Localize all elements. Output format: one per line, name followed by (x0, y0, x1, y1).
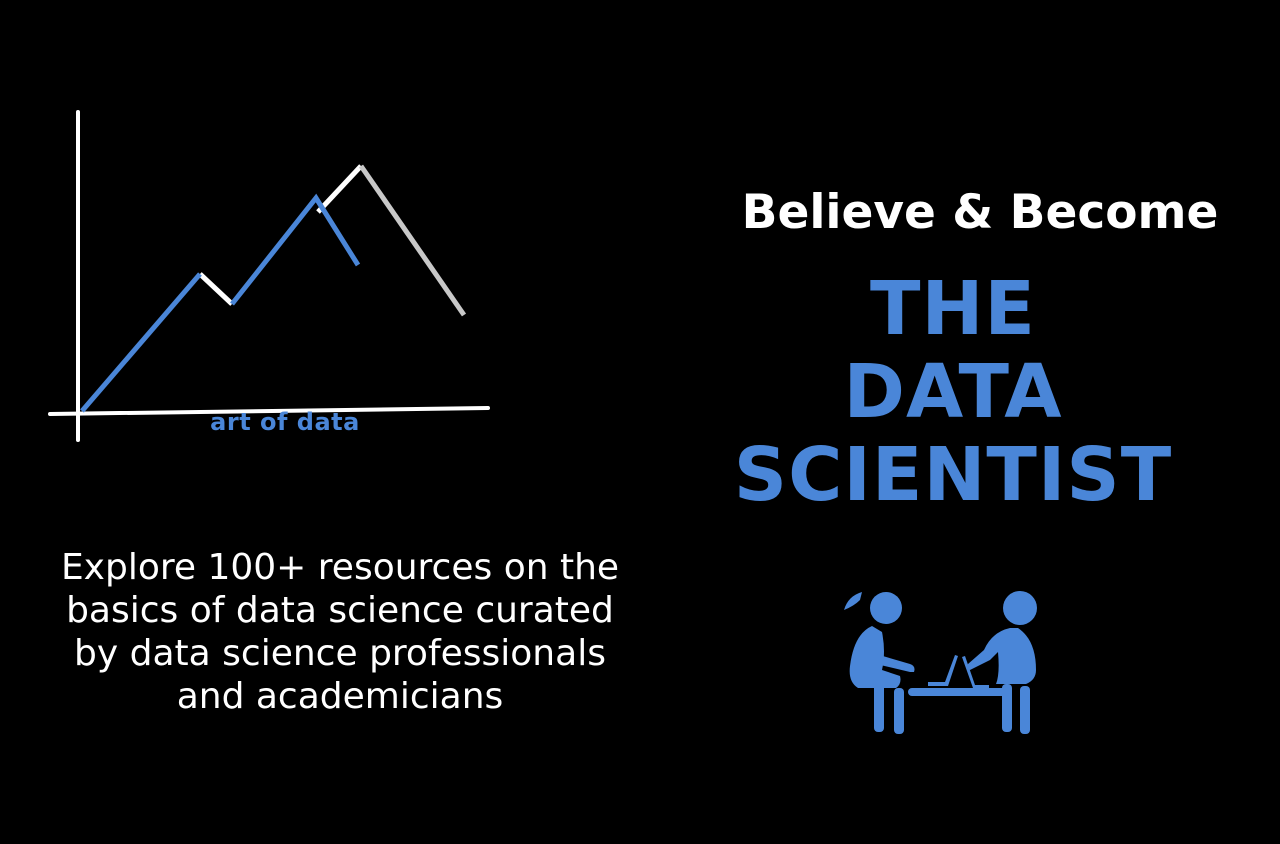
logo-line-white (198, 272, 234, 306)
headline-line-2: DATA (843, 349, 1063, 435)
headline: THE DATA SCIENTIST (690, 268, 1216, 517)
headline-line-3: SCIENTIST (733, 432, 1173, 518)
headline-line-1: THE (870, 266, 1036, 352)
tagline: Believe & Become (741, 185, 1219, 240)
logo-line-white-peak (316, 164, 363, 214)
logo-line-grey (358, 164, 467, 317)
description-text: Explore 100+ resources on the basics of … (60, 547, 620, 717)
logo-line-blue-2 (230, 193, 361, 306)
logo-line-blue (80, 272, 202, 413)
data-scientists-at-laptops-icon (844, 591, 1037, 734)
logo-x-axis (48, 406, 490, 416)
logo-chart-icon (48, 110, 490, 442)
logo-caption: art of data (210, 408, 360, 436)
